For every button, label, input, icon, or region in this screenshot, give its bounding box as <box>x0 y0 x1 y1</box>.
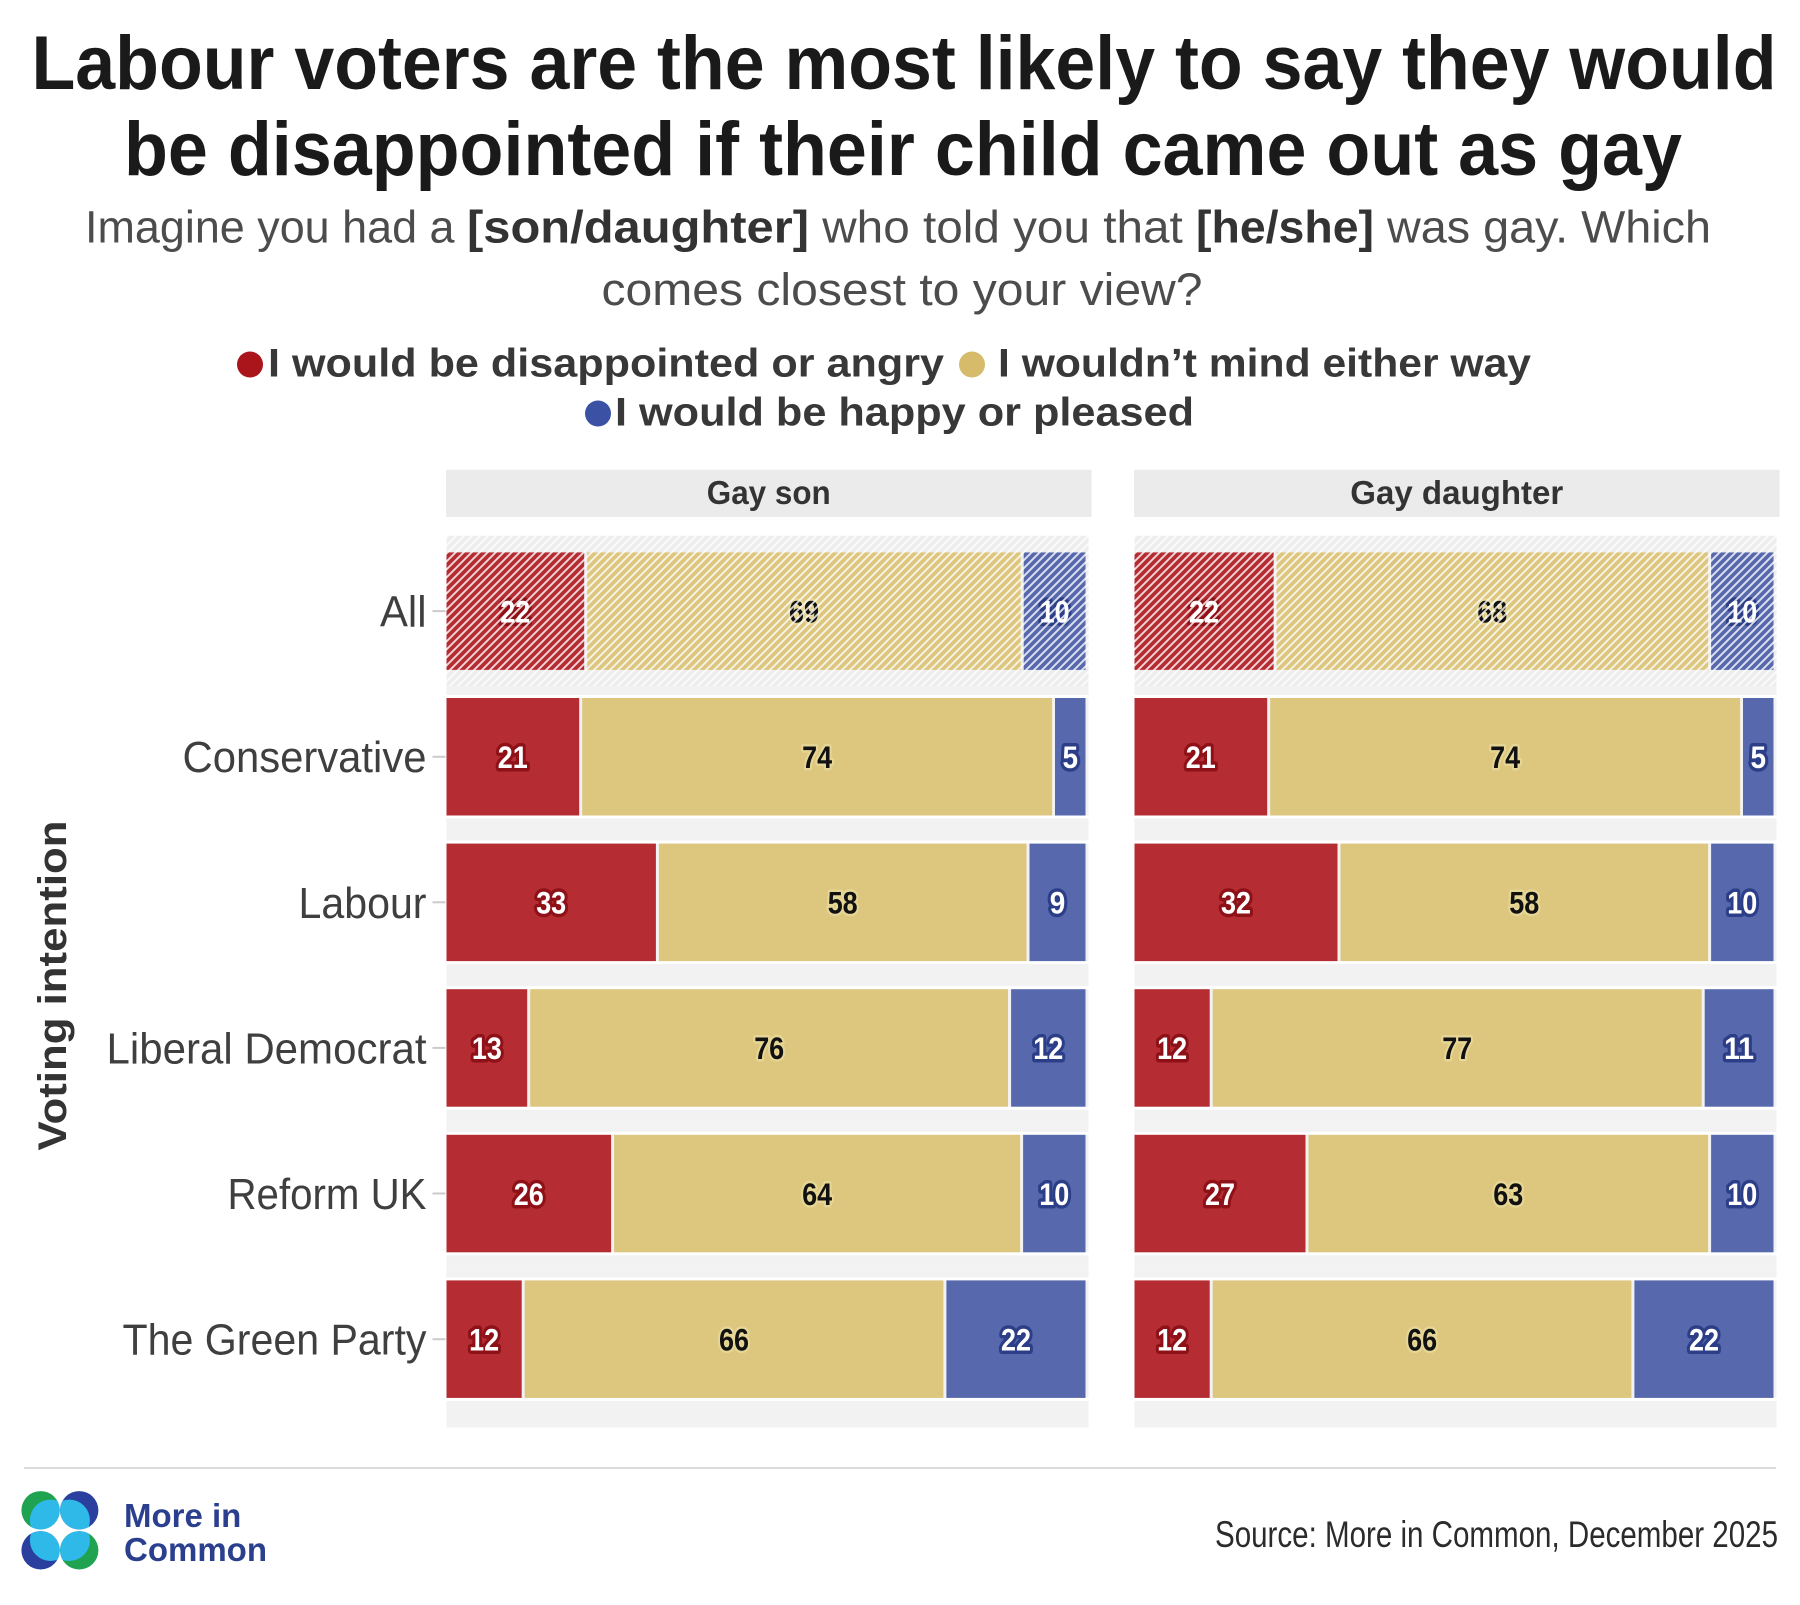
svg-text:66: 66 <box>719 1321 749 1357</box>
svg-text:be disappointed if their child: be disappointed if their child came out … <box>124 107 1682 192</box>
svg-text:12: 12 <box>1157 1321 1187 1357</box>
svg-text:74: 74 <box>802 739 832 775</box>
svg-text:58: 58 <box>1509 885 1539 921</box>
svg-text:63: 63 <box>1493 1176 1523 1212</box>
svg-text:I would be disappointed or ang: I would be disappointed or angry <box>268 342 945 386</box>
svg-text:10: 10 <box>1727 1176 1757 1212</box>
svg-text:I would be happy or pleased: I would be happy or pleased <box>615 391 1194 435</box>
svg-text:21: 21 <box>498 739 528 775</box>
svg-text:All: All <box>380 588 427 637</box>
svg-text:12: 12 <box>469 1321 499 1357</box>
svg-text:58: 58 <box>828 885 858 921</box>
svg-text:Liberal Democrat: Liberal Democrat <box>107 1024 427 1073</box>
svg-text:Common: Common <box>124 1531 267 1568</box>
svg-text:I wouldn’t mind either way: I wouldn’t mind either way <box>998 342 1532 386</box>
svg-text:22: 22 <box>1689 1321 1719 1357</box>
svg-text:76: 76 <box>754 1030 784 1066</box>
svg-text:More in: More in <box>124 1497 241 1534</box>
svg-text:Labour: Labour <box>299 879 427 928</box>
svg-text:Conservative: Conservative <box>183 733 427 782</box>
svg-text:Gay son: Gay son <box>707 474 831 511</box>
svg-text:Imagine you had a [son/daughte: Imagine you had a [son/daughter] who tol… <box>85 202 1711 253</box>
svg-text:9: 9 <box>1050 885 1066 921</box>
svg-text:The Green Party: The Green Party <box>123 1316 427 1365</box>
svg-text:21: 21 <box>1186 739 1216 775</box>
svg-text:Source: More in Common, Decemb: Source: More in Common, December 2025 <box>1215 1514 1778 1555</box>
svg-text:66: 66 <box>1407 1321 1437 1357</box>
svg-text:12: 12 <box>1157 1030 1187 1066</box>
svg-text:77: 77 <box>1442 1030 1472 1066</box>
svg-text:27: 27 <box>1205 1176 1235 1212</box>
svg-text:Labour voters are the most lik: Labour voters are the most likely to say… <box>32 21 1777 106</box>
svg-text:11: 11 <box>1724 1030 1754 1066</box>
svg-text:74: 74 <box>1490 739 1520 775</box>
svg-text:Reform UK: Reform UK <box>228 1170 427 1219</box>
svg-text:32: 32 <box>1221 885 1251 921</box>
svg-text:33: 33 <box>536 885 566 921</box>
svg-text:22: 22 <box>1001 1321 1031 1357</box>
svg-text:13: 13 <box>472 1030 502 1066</box>
svg-text:Voting intention: Voting intention <box>31 821 75 1151</box>
svg-text:Gay daughter: Gay daughter <box>1350 474 1563 511</box>
svg-text:64: 64 <box>802 1176 832 1212</box>
svg-text:5: 5 <box>1751 739 1767 775</box>
svg-text:10: 10 <box>1727 885 1757 921</box>
svg-text:10: 10 <box>1039 1176 1069 1212</box>
svg-text:comes closest to your view?: comes closest to your view? <box>602 264 1203 315</box>
svg-text:5: 5 <box>1063 739 1079 775</box>
svg-text:26: 26 <box>514 1176 544 1212</box>
svg-text:12: 12 <box>1033 1030 1063 1066</box>
